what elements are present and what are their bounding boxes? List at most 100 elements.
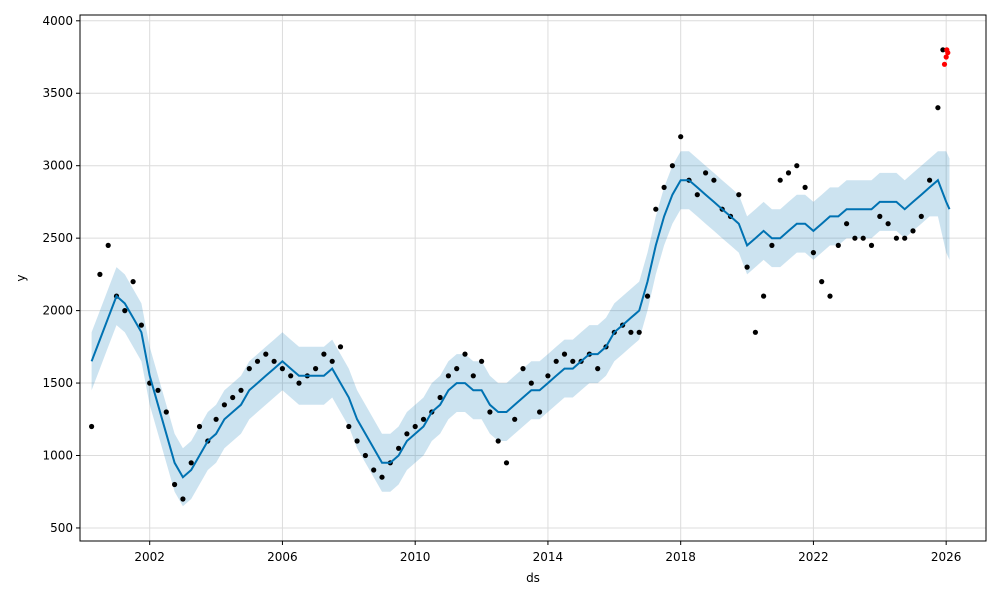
y-tick-label: 4000	[42, 14, 73, 28]
observed-point	[736, 192, 742, 198]
observed-point	[172, 481, 178, 488]
observed-point	[885, 221, 891, 227]
observed-point	[437, 394, 443, 401]
observed-point	[512, 416, 518, 422]
observed-point	[636, 329, 642, 335]
y-tick-label: 3500	[42, 86, 73, 100]
observed-point	[445, 373, 451, 379]
observed-point	[288, 373, 294, 379]
observed-point	[263, 351, 269, 357]
x-tick-label: 2014	[533, 550, 564, 564]
plot-frame	[79, 14, 987, 542]
observed-point	[396, 445, 402, 451]
observed-point	[188, 460, 194, 466]
observed-point	[561, 351, 568, 357]
observed-point	[777, 177, 783, 183]
observed-point	[487, 409, 493, 415]
observed-point	[927, 177, 933, 183]
y-axis-title: y	[14, 274, 28, 281]
observed-point	[678, 134, 684, 140]
observed-point	[97, 271, 103, 277]
x-tick-label: 2022	[798, 550, 829, 564]
x-tick-label: 2026	[931, 550, 962, 564]
observed-point	[769, 242, 775, 248]
observed-point	[495, 438, 501, 444]
observed-point	[89, 423, 95, 430]
observed-point	[337, 344, 344, 350]
x-tick-label: 2018	[665, 550, 696, 564]
observed-point	[703, 170, 709, 176]
observed-point	[744, 264, 750, 270]
observed-point	[238, 387, 244, 393]
observed-point	[595, 366, 601, 372]
observed-point	[752, 329, 759, 335]
observed-point	[918, 213, 924, 219]
uncertainty-band	[91, 151, 950, 507]
observed-point	[628, 329, 634, 335]
observed-point	[420, 416, 427, 422]
observed-point	[802, 184, 808, 190]
observed-point	[155, 387, 161, 393]
observed-point	[163, 409, 169, 415]
observed-point	[910, 228, 916, 234]
observed-point	[520, 366, 526, 372]
observed-point	[860, 235, 866, 241]
observed-point	[296, 380, 302, 386]
observed-point	[329, 358, 335, 364]
observed-point	[935, 105, 941, 111]
observed-point	[362, 452, 368, 459]
x-tick-label: 2010	[400, 550, 431, 564]
observed-point	[852, 235, 858, 241]
observed-point	[462, 351, 468, 357]
observed-point	[371, 467, 377, 473]
observed-point	[661, 184, 667, 190]
observed-point	[545, 373, 551, 379]
observed-point	[246, 366, 252, 372]
observed-point	[819, 279, 825, 285]
observed-point	[105, 242, 111, 248]
observed-point	[180, 496, 186, 502]
observed-point	[254, 358, 261, 364]
observed-point	[644, 293, 651, 299]
y-tick-label: 2000	[42, 304, 73, 318]
observed-point	[810, 250, 817, 256]
x-axis-title: ds	[526, 571, 540, 585]
observed-point	[404, 431, 410, 437]
observed-point	[761, 293, 767, 299]
observed-point	[470, 373, 476, 379]
x-tick-label: 2006	[267, 550, 298, 564]
observed-point	[902, 235, 908, 241]
observed-point	[868, 242, 875, 248]
observed-point	[230, 394, 236, 401]
observed-point	[794, 163, 800, 169]
observed-point	[694, 192, 700, 198]
highlight-point	[945, 50, 951, 56]
observed-point	[479, 358, 485, 364]
observed-point	[321, 351, 327, 357]
observed-point	[940, 47, 946, 53]
forecast-line	[90, 178, 951, 479]
y-tick-label: 500	[50, 521, 73, 535]
observed-point	[877, 213, 883, 219]
observed-point	[503, 460, 510, 466]
y-tick-label: 3000	[42, 159, 73, 173]
observed-point	[271, 358, 277, 364]
observed-point	[528, 380, 534, 386]
observed-point	[213, 416, 219, 422]
observed-point	[354, 438, 360, 444]
observed-point	[138, 322, 144, 328]
y-tick-label: 1000	[42, 449, 73, 463]
highlight-point	[941, 61, 948, 67]
y-tick-label: 2500	[42, 231, 73, 245]
observed-point	[711, 177, 717, 183]
observed-point	[669, 163, 676, 169]
highlight-points	[941, 47, 951, 67]
observed-point	[570, 358, 576, 364]
y-axis: 500 1000 1500 2000 2500 3000 3500 4000	[42, 14, 80, 535]
observed-point	[785, 170, 792, 176]
x-axis: 2002 2006 2010 2014 2018 2022 2026	[134, 541, 961, 564]
observed-point	[827, 293, 833, 299]
highlight-point	[943, 54, 949, 60]
observed-point	[454, 366, 460, 372]
